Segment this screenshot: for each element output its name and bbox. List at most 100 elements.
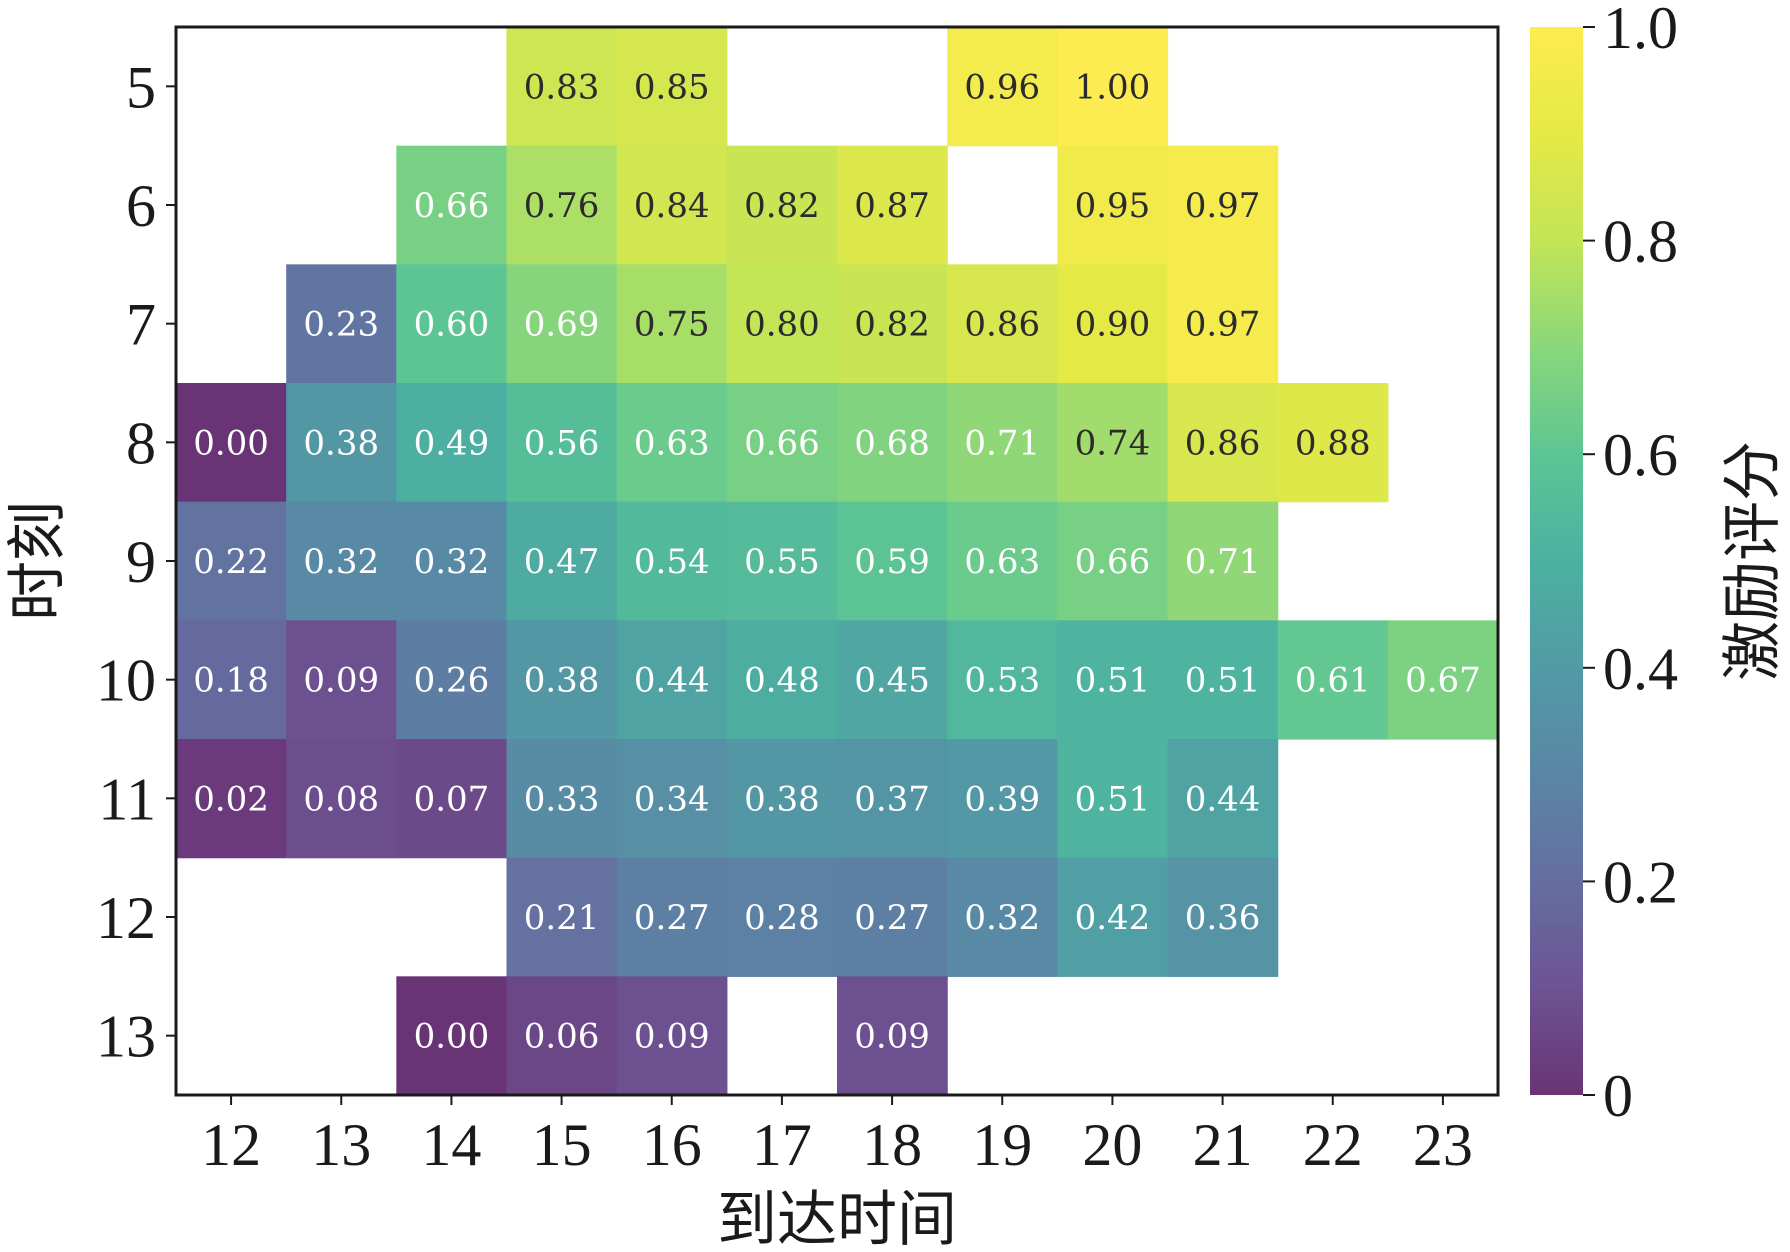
heatmap-cell	[176, 383, 287, 503]
heatmap-value-label: 0.44	[634, 661, 710, 701]
x-tick-label: 22	[1303, 1112, 1363, 1178]
heatmap-cell	[947, 857, 1058, 977]
heatmap-cell	[726, 501, 838, 621]
heatmap-value-label: 0.86	[1185, 423, 1261, 463]
heatmap-value-label: 0.23	[303, 305, 379, 345]
heatmap-value-label: 0.09	[303, 661, 379, 701]
heatmap-cell	[1057, 145, 1169, 265]
heatmap-cell	[396, 501, 508, 621]
heatmap-value-label: 0.63	[634, 423, 710, 463]
heatmap-value-label: 0.47	[524, 542, 600, 582]
heatmap-cells	[176, 27, 1499, 1096]
heatmap-value-label: 0.87	[854, 186, 930, 226]
heatmap-cell	[616, 739, 728, 859]
heatmap-cell	[506, 501, 618, 621]
heatmap-cell	[837, 145, 948, 265]
heatmap-cell	[837, 264, 948, 384]
heatmap-value-label: 0.71	[1185, 542, 1261, 582]
heatmap-cell	[947, 27, 1058, 147]
heatmap-cell	[947, 383, 1058, 503]
heatmap-cell	[176, 501, 287, 621]
heatmap-cell	[837, 620, 948, 740]
heatmap-value-label: 0.49	[414, 423, 490, 463]
heatmap-cell	[286, 383, 397, 503]
colorbar-tick-label: 0.8	[1603, 209, 1678, 275]
heatmap-value-label: 0.95	[1075, 186, 1151, 226]
heatmap-value-label: 0.66	[1075, 542, 1151, 582]
heatmap-value-label: 0.71	[964, 423, 1040, 463]
heatmap-cell	[1167, 264, 1279, 384]
heatmap-cell	[506, 857, 618, 977]
heatmap-value-label: 0.67	[1405, 661, 1481, 701]
heatmap-value-label: 0.06	[524, 1017, 600, 1057]
heatmap-value-label: 0.61	[1295, 661, 1371, 701]
heatmap-value-label: 0.80	[744, 305, 820, 345]
heatmap-value-label: 0.02	[193, 779, 269, 819]
heatmap-value-label: 0.32	[964, 898, 1040, 938]
heatmap-cell	[947, 501, 1058, 621]
heatmap-value-label: 0.09	[634, 1017, 710, 1057]
heatmap-value-label: 0.34	[634, 779, 710, 819]
heatmap-value-label: 0.28	[744, 898, 820, 938]
heatmap-value-label: 0.96	[964, 67, 1040, 107]
heatmap-cell	[396, 145, 508, 265]
heatmap-cell	[506, 976, 618, 1096]
x-tick-label: 12	[201, 1112, 261, 1178]
colorbar-tick-label: 0.6	[1603, 422, 1678, 488]
colorbar-tick-label: 0	[1603, 1063, 1633, 1129]
heatmap-value-label: 0.56	[524, 423, 600, 463]
heatmap-value-label: 0.48	[744, 661, 820, 701]
y-axis-label: 时刻	[3, 501, 73, 621]
heatmap-cell	[837, 857, 948, 977]
heatmap-value-label: 0.88	[1295, 423, 1371, 463]
heatmap-value-label: 0.18	[193, 661, 269, 701]
heatmap-cell	[947, 264, 1058, 384]
y-tick-label: 10	[96, 648, 156, 714]
heatmap-cell	[1277, 620, 1389, 740]
heatmap-cell	[947, 620, 1058, 740]
x-tick-label: 17	[752, 1112, 812, 1178]
heatmap-value-label: 0.08	[303, 779, 379, 819]
heatmap-value-label: 0.97	[1185, 305, 1261, 345]
heatmap-cell	[286, 264, 397, 384]
heatmap-cell	[396, 264, 508, 384]
heatmap-value-label: 0.76	[524, 186, 600, 226]
y-tick-label: 8	[126, 410, 156, 476]
heatmap-value-label: 0.68	[854, 423, 930, 463]
heatmap-cell	[616, 145, 728, 265]
heatmap-cell	[1167, 739, 1279, 859]
heatmap-cell	[1057, 620, 1169, 740]
heatmap-cell	[616, 501, 728, 621]
heatmap-value-label: 0.63	[964, 542, 1040, 582]
heatmap-cell	[616, 27, 728, 147]
y-tick-label: 5	[126, 54, 156, 120]
colorbar	[1530, 27, 1583, 1095]
x-tick-label: 15	[532, 1112, 592, 1178]
heatmap-value-label: 0.32	[303, 542, 379, 582]
y-tick-label: 9	[126, 529, 156, 595]
x-axis-ticks: 12 13 14 15 16 17 18 19 20 21 22 23	[201, 1095, 1473, 1178]
colorbar-label: 激励评分	[1718, 441, 1788, 681]
heatmap-value-label: 0.33	[524, 779, 600, 819]
heatmap-value-label: 0.38	[744, 779, 820, 819]
heatmap-value-label: 0.85	[634, 67, 710, 107]
y-tick-label: 7	[126, 292, 156, 358]
y-tick-label: 12	[96, 885, 156, 951]
heatmap-cell	[1057, 264, 1169, 384]
heatmap-cell	[1057, 383, 1169, 503]
heatmap-cell	[176, 620, 287, 740]
heatmap-value-label: 0.39	[964, 779, 1040, 819]
heatmap-cell	[1387, 620, 1499, 740]
colorbar-tick-label: 0.4	[1603, 636, 1678, 702]
heatmap-value-label: 0.45	[854, 661, 930, 701]
heatmap-cell	[396, 739, 508, 859]
x-tick-label: 13	[311, 1112, 371, 1178]
heatmap-cell	[506, 145, 618, 265]
heatmap-cell	[506, 620, 618, 740]
heatmap-value-label: 0.38	[303, 423, 379, 463]
heatmap-cell	[1167, 501, 1279, 621]
y-tick-label: 6	[126, 173, 156, 239]
heatmap-cell	[1277, 383, 1389, 503]
heatmap-value-label: 0.51	[1075, 779, 1151, 819]
